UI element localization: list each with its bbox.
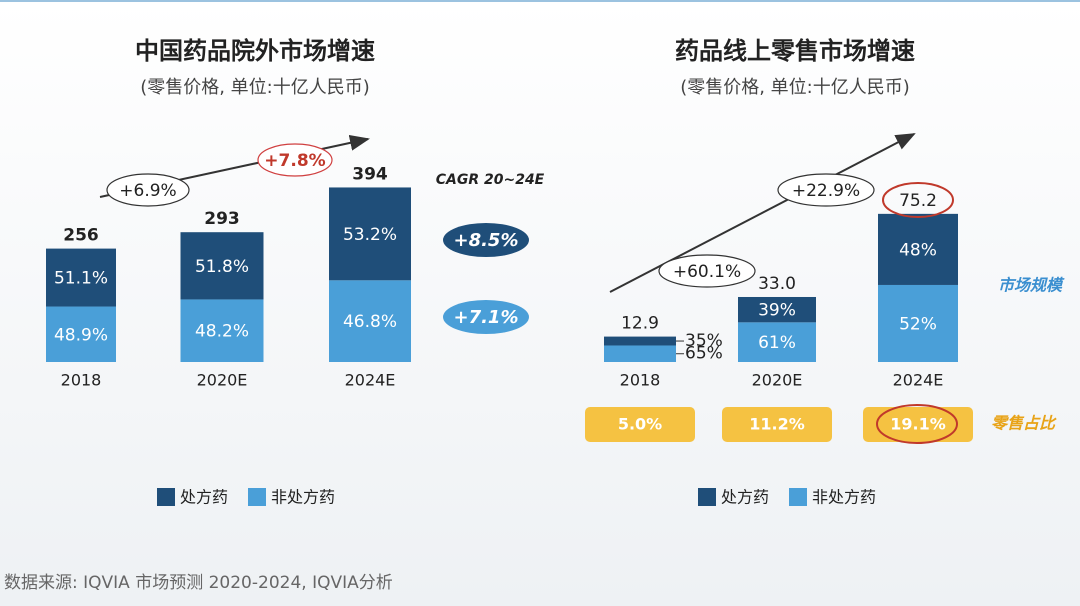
- x-tick-label: 2024E: [345, 371, 396, 390]
- legend-swatch: [248, 488, 266, 506]
- bar-segment: [46, 248, 116, 307]
- chart-title: 药品线上零售市场增速: [675, 37, 915, 65]
- highlight-circle: [882, 182, 954, 218]
- data-label: 46.8%: [343, 312, 397, 332]
- growth-arrow: [609, 133, 916, 293]
- data-label: 61%: [758, 333, 796, 353]
- legend-label: 处方药: [721, 488, 769, 507]
- highlight-circle: [876, 404, 958, 444]
- legend-label: 处方药: [180, 488, 228, 507]
- growth-label: +6.9%: [119, 181, 176, 201]
- share-box: [863, 407, 973, 442]
- growth-label: +7.8%: [264, 151, 325, 171]
- total-label: 256: [63, 226, 99, 246]
- data-label: 48%: [899, 240, 937, 260]
- bar-segment: [878, 213, 958, 285]
- bar-segment: [604, 345, 676, 362]
- cagr-value: +8.5%: [453, 230, 518, 251]
- bar-segment: [180, 299, 264, 362]
- bar-segment: [329, 280, 411, 362]
- growth-label: +22.9%: [792, 181, 860, 201]
- data-label: 48.9%: [54, 325, 108, 345]
- share-label: 11.2%: [749, 415, 805, 434]
- data-label: 35%: [685, 331, 723, 351]
- share-box: [585, 407, 695, 442]
- x-tick-label: 2018: [620, 371, 661, 390]
- x-tick-label: 2024E: [893, 371, 944, 390]
- growth-bubble: [777, 173, 875, 207]
- total-label: 12.9: [621, 314, 659, 334]
- chart-subtitle: (零售价格, 单位:十亿人民币): [140, 77, 370, 98]
- cagr-bubble: [443, 223, 529, 257]
- bar-segment: [46, 306, 116, 362]
- size-label: 市场规模: [998, 276, 1065, 295]
- chart-title: 中国药品院外市场增速: [135, 37, 375, 65]
- data-label: 65%: [685, 344, 723, 364]
- legend-label: 非处方药: [271, 488, 335, 507]
- growth-bubble: [658, 254, 756, 288]
- total-label: 33.0: [758, 274, 796, 294]
- legend-swatch: [789, 488, 807, 506]
- bar-segment: [878, 284, 958, 362]
- cagr-value: +7.1%: [453, 307, 518, 328]
- x-tick-label: 2018: [61, 371, 102, 390]
- source: 数据来源: IQVIA 市场预测 2020-2024, IQVIA分析: [4, 573, 393, 593]
- cagr-bubble: [443, 300, 529, 334]
- data-label: 53.2%: [343, 225, 397, 245]
- top-border: [0, 0, 1080, 2]
- legend-label: 非处方药: [812, 488, 876, 507]
- share-title: 零售占比: [991, 414, 1057, 433]
- chart-subtitle: (零售价格, 单位:十亿人民币): [680, 77, 910, 98]
- share-label: 19.1%: [890, 415, 946, 434]
- bar-segment: [738, 322, 816, 362]
- share-box: [722, 407, 832, 442]
- data-label: 51.1%: [54, 269, 108, 289]
- x-tick-label: 2020E: [197, 371, 248, 390]
- legend-swatch: [157, 488, 175, 506]
- growth-bubble: [106, 173, 190, 207]
- data-label: 39%: [758, 301, 796, 321]
- total-label: 75.2: [899, 191, 937, 211]
- bar-segment: [180, 232, 264, 300]
- x-tick-label: 2020E: [752, 371, 803, 390]
- total-label: 394: [352, 164, 388, 184]
- share-label: 5.0%: [618, 415, 662, 434]
- bar-segment: [738, 296, 816, 323]
- bar-segment: [604, 336, 676, 346]
- bar-segment: [329, 187, 411, 281]
- legend-swatch: [698, 488, 716, 506]
- data-label: 48.2%: [195, 322, 249, 342]
- total-label: 293: [204, 209, 240, 229]
- growth-label: +60.1%: [673, 262, 741, 282]
- data-label: 52%: [899, 314, 937, 334]
- growth-bubble: [257, 143, 333, 177]
- cagr-label: CAGR 20~24E: [436, 172, 545, 188]
- data-label: 51.8%: [195, 257, 249, 277]
